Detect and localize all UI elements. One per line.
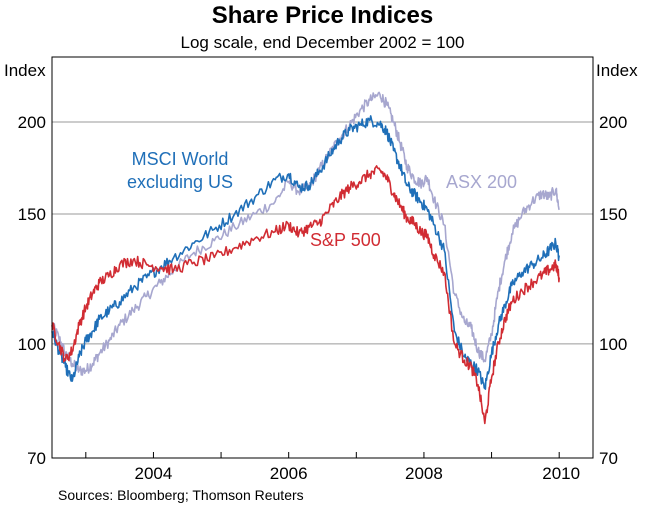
chart-subtitle: Log scale, end December 2002 = 100 bbox=[180, 33, 465, 52]
series-line-msci-world-ex-us bbox=[51, 115, 560, 390]
x-tick-label: 2010 bbox=[542, 464, 580, 483]
gridlines bbox=[52, 121, 593, 345]
x-tick-label: 2008 bbox=[405, 464, 443, 483]
label-msci-line1: MSCI World bbox=[132, 149, 229, 169]
series-line-sp500 bbox=[51, 165, 560, 425]
x-tick-label: 2006 bbox=[270, 464, 308, 483]
label-msci-line2: excluding US bbox=[127, 172, 233, 192]
y-tick-label-left: 200 bbox=[18, 113, 46, 132]
plot-frame bbox=[51, 56, 594, 459]
y-tick-label-right: 150 bbox=[599, 205, 627, 224]
y-axis-label-right: Index bbox=[596, 61, 638, 80]
y-tick-label-right: 200 bbox=[599, 113, 627, 132]
y-tick-label-right: 70 bbox=[599, 449, 618, 468]
y-axes: 70 70 100 100 150 150 200 200 bbox=[18, 113, 628, 468]
label-sp500: S&P 500 bbox=[310, 230, 381, 250]
y-tick-label-right: 100 bbox=[599, 335, 627, 354]
y-tick-label-left: 100 bbox=[18, 335, 46, 354]
label-asx200: ASX 200 bbox=[446, 172, 517, 192]
source-note: Sources: Bloomberg; Thomson Reuters bbox=[58, 487, 304, 503]
y-axis-label-left: Index bbox=[4, 61, 46, 80]
x-tick-label: 2004 bbox=[135, 464, 173, 483]
y-tick-label-left: 150 bbox=[18, 205, 46, 224]
series-lines bbox=[51, 91, 560, 425]
y-tick-label-left: 70 bbox=[27, 449, 46, 468]
chart-title: Share Price Indices bbox=[211, 2, 434, 29]
series-line-asx200 bbox=[51, 91, 560, 376]
x-axis: 2004 2006 2008 2010 bbox=[85, 452, 580, 483]
